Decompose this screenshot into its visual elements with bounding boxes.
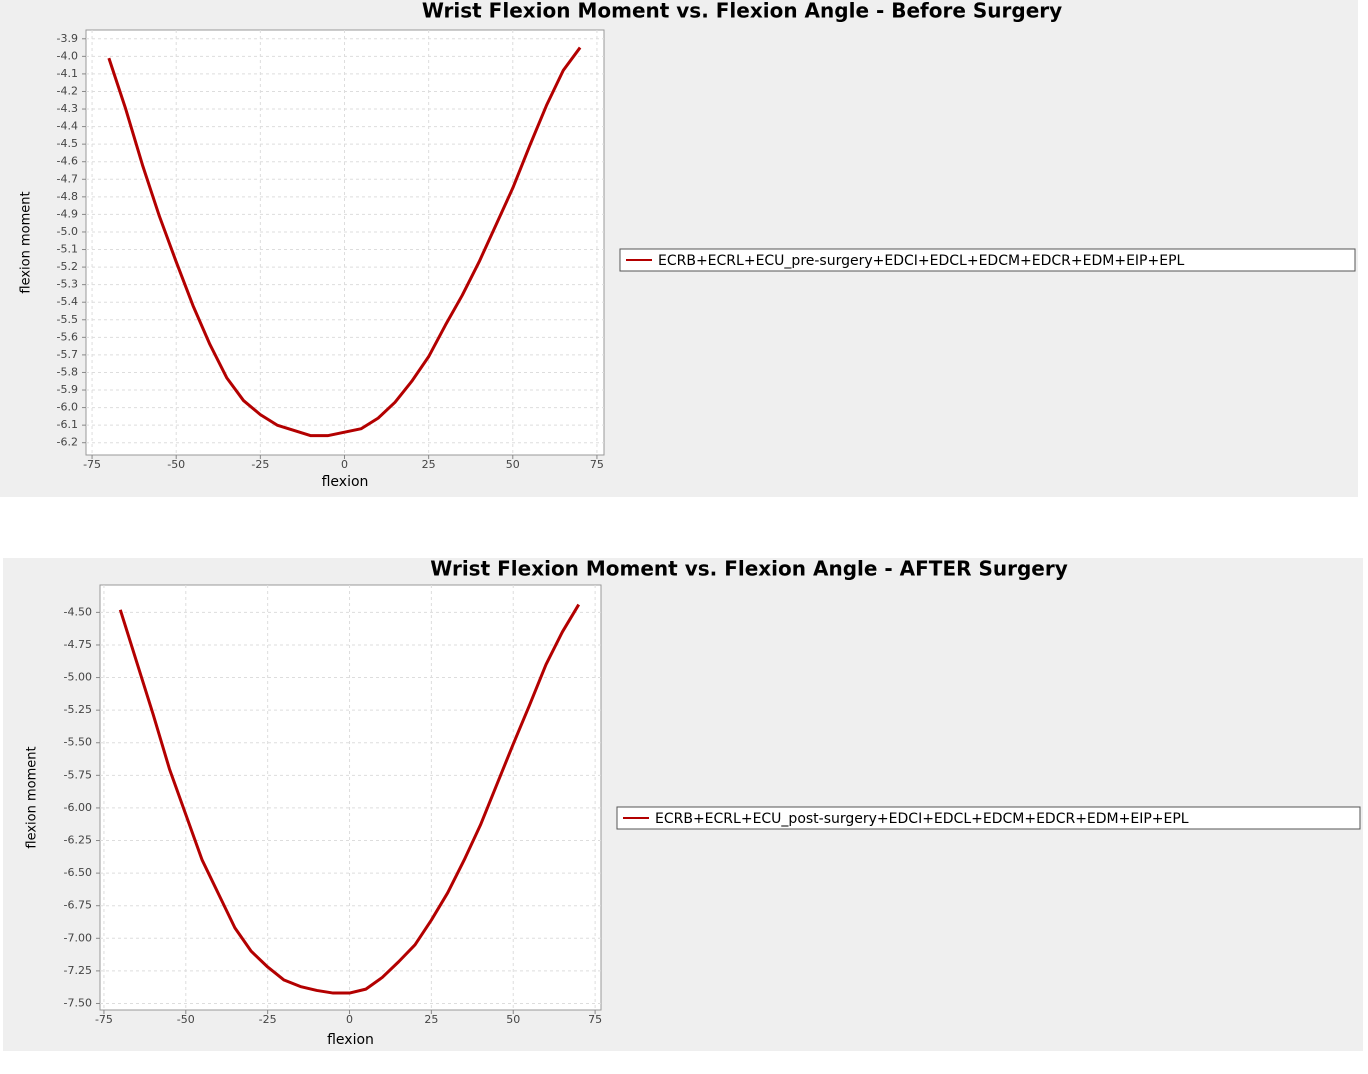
x-tick-label: -50 [167,458,185,471]
y-tick-label: -4.9 [57,207,78,220]
y-tick-label: -4.75 [64,638,92,651]
y-tick-label: -7.50 [64,996,92,1009]
x-axis-label: flexion [322,474,369,490]
data-line [107,46,582,438]
y-tick-label: -5.9 [57,383,78,396]
legend-label: ECRB+ECRL+ECU_pre-surgery+EDCI+EDCL+EDCM… [658,253,1185,269]
x-tick-label: 0 [346,1013,353,1026]
y-tick-label: -5.25 [64,703,92,716]
y-tick-label: -5.1 [57,243,78,256]
chart-title: Wrist Flexion Moment vs. Flexion Angle -… [430,557,1068,581]
x-tick-label: 50 [506,1013,520,1026]
y-tick-label: -4.8 [57,190,78,203]
y-tick-label: -5.3 [57,278,78,291]
x-tick-label: 25 [424,1013,438,1026]
y-tick-label: -4.2 [57,84,78,97]
x-tick-label: -75 [95,1013,113,1026]
x-tick-label: 25 [422,458,436,471]
y-tick-label: -4.5 [57,137,78,150]
y-tick-label: -4.1 [57,67,78,80]
x-tick-label: 0 [341,458,348,471]
plot-area [85,29,605,456]
x-tick-label: -50 [177,1013,195,1026]
y-tick-label: -4.0 [57,49,78,62]
y-tick-label: -5.00 [64,671,92,684]
x-tick-label: 75 [590,458,604,471]
y-tick-label: -5.6 [57,330,78,343]
x-tick-label: 50 [506,458,520,471]
y-tick-label: -4.50 [64,605,92,618]
y-tick-label: -5.4 [57,295,78,308]
y-tick-label: -6.50 [64,866,92,879]
y-axis-label: flexion moment [25,746,40,848]
y-tick-label: -7.00 [64,931,92,944]
y-tick-label: -4.6 [57,155,78,168]
y-tick-label: -4.4 [57,120,78,133]
chart-title: Wrist Flexion Moment vs. Flexion Angle -… [422,0,1062,23]
y-tick-label: -5.50 [64,736,92,749]
y-tick-label: -7.25 [64,964,92,977]
legend-label: ECRB+ECRL+ECU_post-surgery+EDCI+EDCL+EDC… [655,811,1189,827]
legend-box [619,248,1356,272]
x-tick-label: -25 [259,1013,277,1026]
y-tick-label: -6.1 [57,418,78,431]
y-tick-label: -6.00 [64,801,92,814]
y-tick-label: -4.3 [57,102,78,115]
y-tick-label: -5.5 [57,313,78,326]
x-axis-label: flexion [327,1032,374,1048]
y-tick-label: -6.25 [64,834,92,847]
x-tick-label: -75 [83,458,101,471]
legend-box [616,806,1361,830]
y-tick-label: -4.7 [57,172,78,185]
y-tick-label: -6.75 [64,899,92,912]
y-tick-label: -5.75 [64,768,92,781]
x-tick-label: 75 [588,1013,602,1026]
y-tick-label: -5.8 [57,365,78,378]
y-tick-label: -6.0 [57,401,78,414]
data-line [118,603,581,995]
y-tick-label: -6.2 [57,436,78,449]
y-tick-label: -5.2 [57,260,78,273]
x-tick-label: -25 [251,458,269,471]
plot-area [99,584,602,1011]
y-tick-label: -3.9 [57,32,78,45]
y-tick-label: -5.7 [57,348,78,361]
y-tick-label: -5.0 [57,225,78,238]
y-axis-label: flexion moment [19,191,34,293]
